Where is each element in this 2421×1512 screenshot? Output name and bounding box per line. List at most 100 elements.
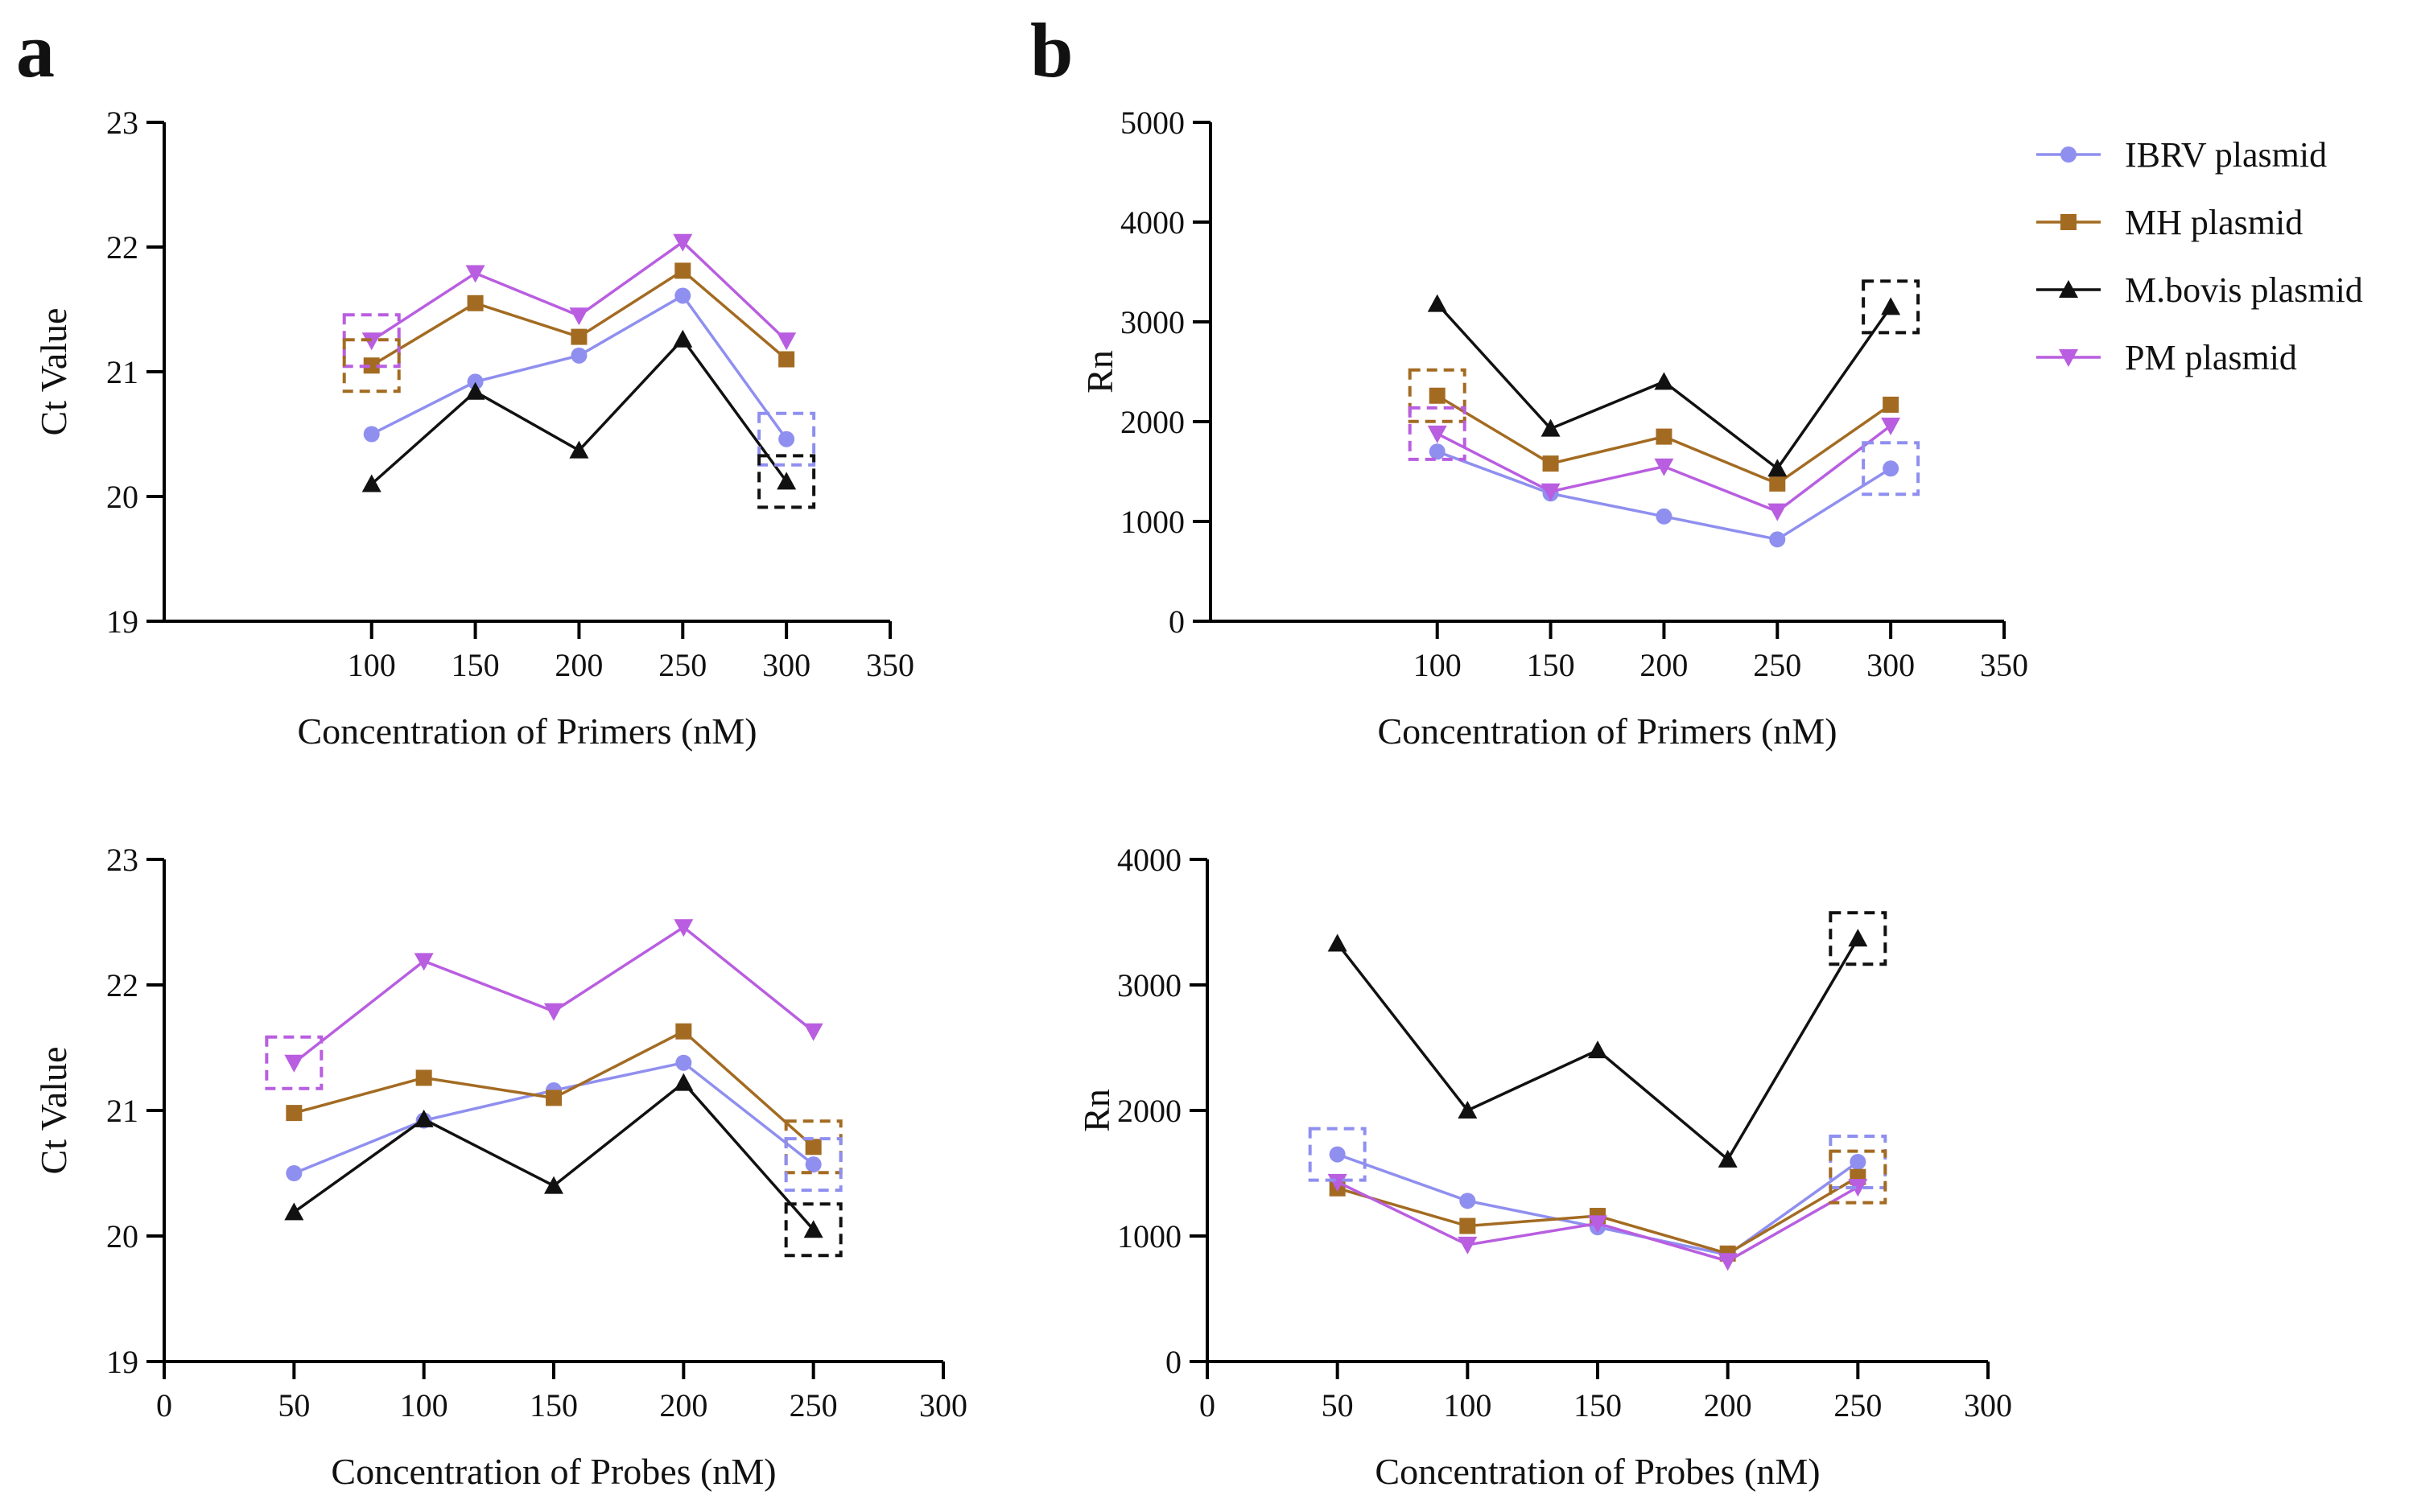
y-tick-label: 3000 — [1120, 304, 1185, 340]
x-tick-label: 250 — [1833, 1387, 1882, 1423]
series-line-pm-plasmid — [293, 925, 815, 1065]
data-point-mh-plasmid — [363, 357, 380, 374]
data-point-mh-plasmid — [1542, 455, 1559, 472]
panel-letter-b: b — [1030, 7, 1073, 93]
x-axis-title: Concentration of Probes (nM) — [1375, 1451, 1820, 1492]
y-tick-label: 2000 — [1120, 404, 1185, 440]
data-point-pm-plasmid — [1718, 1253, 1738, 1271]
legend-item-ibrv-plasmid: IBRV plasmid — [2036, 135, 2327, 175]
data-point-mh-plasmid — [546, 1090, 562, 1106]
y-tick-label: 22 — [106, 229, 138, 266]
x-tick-label: 250 — [1753, 647, 1801, 683]
x-tick-label: 150 — [1573, 1387, 1622, 1423]
legend-marker — [2060, 146, 2077, 163]
legend-item-pm-plasmid: PM plasmid — [2036, 338, 2297, 377]
data-point-pm-plasmid — [1458, 1236, 1478, 1255]
x-tick-label: 0 — [1199, 1387, 1215, 1423]
highlight-box-pm-plasmid — [1408, 406, 1466, 461]
highlight-box-ibrv-plasmid — [1862, 441, 1920, 496]
y-axis-title: Rn — [1076, 1089, 1117, 1132]
y-tick-label: 0 — [1169, 604, 1185, 640]
y-tick-label: 5000 — [1120, 105, 1185, 141]
legend-label: M.bovis plasmid — [2125, 270, 2363, 310]
data-point-m-bovis-plasmid — [544, 1176, 563, 1194]
data-point-m-bovis-plasmid — [1327, 933, 1347, 952]
series-pm-plasmid — [1327, 1173, 1868, 1271]
data-point-pm-plasmid — [569, 307, 589, 326]
data-point-ibrv-plasmid — [778, 431, 795, 447]
highlight-box-m-bovis-plasmid — [1829, 911, 1887, 966]
data-point-m-bovis-plasmid — [1718, 1149, 1738, 1168]
data-point-pm-plasmid — [1588, 1215, 1607, 1234]
data-point-pm-plasmid — [673, 233, 693, 252]
y-tick-label: 20 — [106, 1218, 138, 1255]
y-axis-title: Rn — [1079, 350, 1120, 393]
data-point-pm-plasmid — [1427, 425, 1447, 443]
data-point-pm-plasmid — [1881, 417, 1901, 435]
highlight-box-ibrv-plasmid — [1308, 1127, 1367, 1182]
highlight-box-mh-plasmid — [342, 338, 401, 393]
data-point-m-bovis-plasmid — [803, 1220, 823, 1238]
data-point-mh-plasmid — [415, 1069, 432, 1086]
panel-letter-a: a — [16, 7, 55, 93]
data-point-pm-plasmid — [544, 1003, 563, 1021]
data-point-mh-plasmid — [1769, 475, 1786, 492]
highlight-box-pm-plasmid — [265, 1035, 324, 1090]
chart-a-primers-ct: 19 20 21 22 23 100 150 200 250 300 350 Concentratio… — [33, 105, 914, 752]
series-ibrv-plasmid — [286, 1054, 822, 1181]
data-point-ibrv-plasmid — [1459, 1193, 1476, 1209]
series-ibrv-plasmid — [1429, 443, 1899, 548]
data-point-mh-plasmid — [286, 1105, 303, 1122]
x-tick-label: 200 — [555, 647, 603, 683]
x-tick-label: 50 — [278, 1387, 310, 1423]
data-point-pm-plasmid — [1654, 458, 1674, 476]
x-tick-label: 300 — [1964, 1387, 2012, 1423]
y-tick-label: 21 — [106, 1093, 138, 1129]
data-point-ibrv-plasmid — [1656, 508, 1672, 525]
series-line-pm-plasmid — [370, 240, 788, 342]
data-point-pm-plasmid — [1327, 1173, 1347, 1192]
legend-marker — [2060, 214, 2077, 230]
x-tick-label: 100 — [1413, 647, 1462, 683]
data-point-ibrv-plasmid — [363, 426, 380, 443]
data-point-mh-plasmid — [1656, 428, 1672, 445]
series-mh-plasmid — [1429, 387, 1899, 492]
data-point-m-bovis-plasmid — [673, 329, 693, 348]
x-tick-label: 250 — [658, 647, 707, 683]
data-point-mh-plasmid — [675, 1023, 692, 1040]
y-tick-label: 3000 — [1117, 967, 1182, 1003]
highlight-box-m-bovis-plasmid — [1862, 279, 1920, 335]
data-point-m-bovis-plasmid — [1588, 1040, 1607, 1059]
chart-a-probes-ct: 19 20 21 22 23 0 50 100 150 200 250 300 Concentratio… — [33, 842, 967, 1492]
series-m-bovis-plasmid — [1327, 929, 1868, 1168]
legend-item-m-bovis-plasmid: M.bovis plasmid — [2036, 270, 2363, 310]
legend-marker — [2059, 280, 2078, 298]
series-m-bovis-plasmid — [361, 329, 797, 492]
y-tick-label: 0 — [1165, 1344, 1182, 1380]
data-point-m-bovis-plasmid — [1427, 294, 1447, 312]
series-mh-plasmid — [363, 262, 795, 374]
x-tick-label: 350 — [866, 647, 914, 683]
x-tick-label: 300 — [919, 1387, 967, 1423]
data-point-pm-plasmid — [1767, 503, 1788, 521]
data-point-ibrv-plasmid — [467, 373, 484, 390]
series-m-bovis-plasmid — [284, 1073, 823, 1238]
chart-b-primers-rn: 0 1000 2000 3000 4000 5000 100 150 200 250 300 350 C… — [1079, 105, 2028, 752]
y-tick-label: 1000 — [1117, 1218, 1182, 1255]
y-tick-label: 4000 — [1120, 204, 1185, 241]
x-tick-label: 100 — [400, 1387, 448, 1423]
x-tick-label: 100 — [1443, 1387, 1491, 1423]
data-point-ibrv-plasmid — [286, 1165, 303, 1181]
data-point-pm-plasmid — [1540, 483, 1561, 501]
y-tick-label: 22 — [106, 967, 138, 1003]
x-tick-label: 150 — [1527, 647, 1575, 683]
y-tick-label: 1000 — [1120, 504, 1185, 540]
y-tick-label: 20 — [106, 479, 138, 515]
data-point-ibrv-plasmid — [1429, 443, 1446, 460]
data-point-m-bovis-plasmid — [1848, 929, 1868, 947]
data-point-m-bovis-plasmid — [1654, 372, 1674, 390]
data-point-m-bovis-plasmid — [284, 1202, 304, 1221]
data-point-m-bovis-plasmid — [674, 1073, 694, 1091]
data-point-m-bovis-plasmid — [465, 381, 485, 400]
y-tick-label: 2000 — [1117, 1093, 1182, 1129]
